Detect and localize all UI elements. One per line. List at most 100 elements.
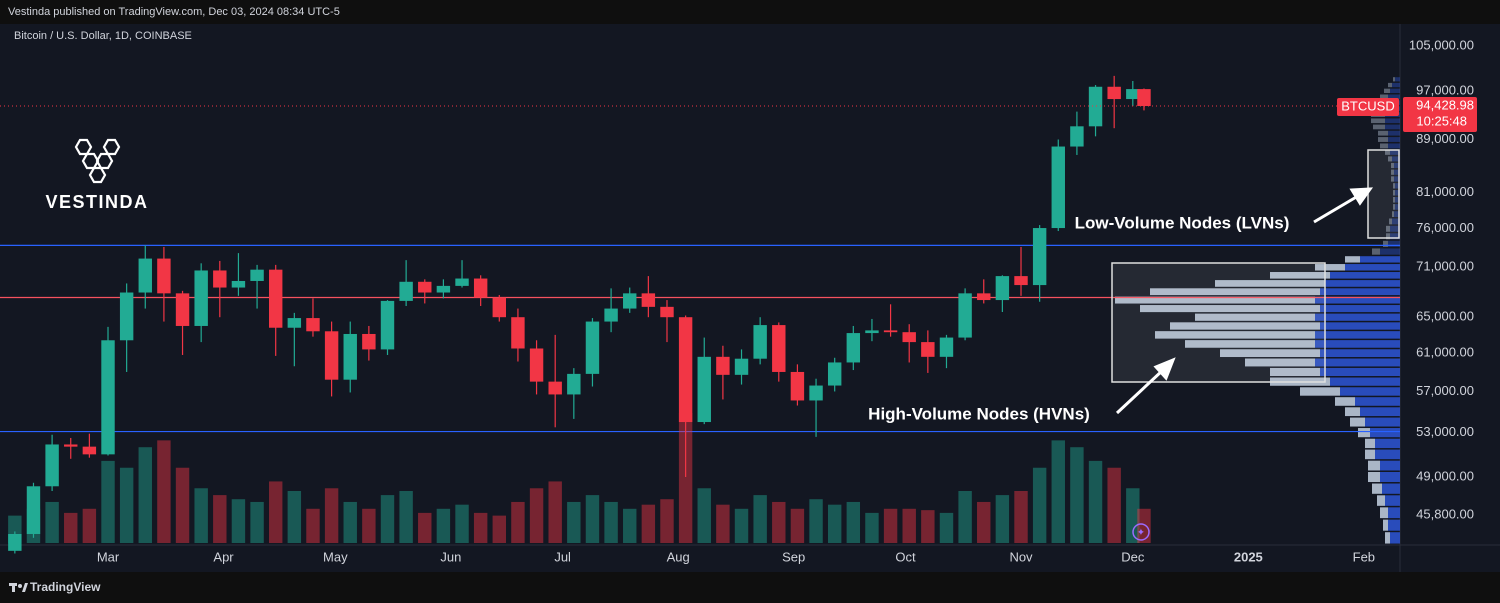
profile-bar-up <box>1393 77 1395 82</box>
profile-bar-total <box>1330 377 1400 386</box>
profile-bar-up <box>1380 143 1388 149</box>
profile-bar-total <box>1395 183 1400 189</box>
y-tick-label: 71,000.00 <box>1416 259 1474 274</box>
arrows <box>1115 187 1374 415</box>
profile-bar-total <box>1385 124 1400 130</box>
profile-bar-up <box>1315 264 1345 271</box>
candle-body <box>790 371 805 401</box>
tv-logo <box>9 583 28 592</box>
profile-bar-total <box>1340 387 1400 396</box>
volume-bar <box>1107 467 1121 543</box>
profile-bar-total <box>1390 233 1400 240</box>
y-tick-label: 105,000.00 <box>1409 37 1474 52</box>
candle-body <box>623 293 637 309</box>
candle-body <box>511 317 525 349</box>
x-tick-label: May <box>323 549 348 564</box>
volume-bar <box>902 508 916 543</box>
volume-bar <box>194 488 208 543</box>
candle-body <box>157 258 171 294</box>
profile-bar-up <box>1391 176 1394 182</box>
annotation: Low-Volume Nodes (LVNs) <box>1075 213 1290 232</box>
volume-bar <box>492 515 507 543</box>
profile-bar-total <box>1390 225 1400 232</box>
volume-bar <box>623 508 637 543</box>
profile-bar-up <box>1383 240 1388 247</box>
profile-bar-up <box>1150 288 1320 296</box>
candle-body <box>1014 276 1028 286</box>
volume-bar <box>511 501 525 543</box>
candle-body <box>734 358 749 375</box>
volume-bar <box>418 512 432 543</box>
candle-body <box>268 269 283 328</box>
profile-bar-up <box>1377 495 1385 506</box>
profile-bar-up <box>1378 137 1388 142</box>
profile-bar-total <box>1394 211 1400 217</box>
profile-bar-up <box>1386 233 1390 240</box>
volume-bar <box>101 460 115 543</box>
profile-bar-up <box>1391 169 1394 175</box>
profile-bar-total <box>1360 256 1400 263</box>
volume-bar <box>1070 447 1084 543</box>
profile-bar-up <box>1380 507 1388 519</box>
candle-body <box>418 281 432 293</box>
candle-body <box>45 444 59 487</box>
profile-bar-total <box>1365 417 1400 427</box>
candle-body <box>995 276 1010 301</box>
candle-body <box>921 342 935 357</box>
footer-bar <box>0 572 1500 603</box>
profile-bar-total <box>1388 130 1400 136</box>
hvn-box <box>1111 262 1326 383</box>
candle-body <box>194 270 208 326</box>
profile-bar-up <box>1358 428 1370 438</box>
volume-bar <box>436 508 451 543</box>
y-tick-label: 49,000.00 <box>1416 468 1474 483</box>
volume-bar <box>585 495 600 543</box>
profile-bar-up <box>1365 438 1375 449</box>
profile-bar-total <box>1320 288 1400 296</box>
profile-bar-total <box>1395 190 1400 196</box>
candle-body <box>939 337 954 357</box>
volume-bar <box>660 499 674 543</box>
profile-bar-up <box>1170 322 1320 330</box>
candle-body <box>641 293 656 307</box>
symbol-tag <box>1337 98 1399 117</box>
volume-bar <box>175 467 190 543</box>
profile-bar-up <box>1393 190 1395 196</box>
volume-bar <box>399 491 413 543</box>
profile-bar-total <box>1388 137 1400 142</box>
profile-bar-total <box>1390 149 1400 155</box>
y-tick-label: 57,000.00 <box>1416 383 1474 398</box>
volume-bar <box>939 512 954 543</box>
candle-body <box>1088 86 1103 127</box>
candle-body <box>883 330 898 333</box>
volume-bar <box>772 501 786 543</box>
volume-bar <box>697 488 711 543</box>
volume-bar <box>995 495 1010 543</box>
logo-icon <box>74 138 121 184</box>
candle-body <box>287 318 302 328</box>
profile-bar-total <box>1388 94 1400 99</box>
volume-bar <box>567 501 581 543</box>
x-tick-label: Feb <box>1353 549 1375 564</box>
profile-bar-total <box>1388 143 1400 149</box>
candle-body <box>399 281 413 301</box>
profile-bar-total <box>1388 240 1400 247</box>
volume-bar <box>678 413 693 543</box>
profile-bar-up <box>1335 397 1355 406</box>
candle-body <box>26 486 41 534</box>
candle-body <box>678 317 693 423</box>
volume-bar <box>529 488 544 543</box>
candle-body <box>213 270 227 288</box>
profile-bar-total <box>1375 449 1400 460</box>
profile-bar-up <box>1378 130 1388 136</box>
profile-bar-total <box>1380 460 1400 471</box>
volume-bar <box>846 501 861 543</box>
event-icon[interactable] <box>1132 523 1150 541</box>
profile-bar-total <box>1320 305 1400 313</box>
profile-bar-total <box>1385 495 1400 506</box>
x-tick-label: Aug <box>667 549 690 564</box>
profile-bar-up <box>1245 358 1315 367</box>
volume-bar <box>1137 508 1151 543</box>
profile-bar-up <box>1365 449 1375 460</box>
